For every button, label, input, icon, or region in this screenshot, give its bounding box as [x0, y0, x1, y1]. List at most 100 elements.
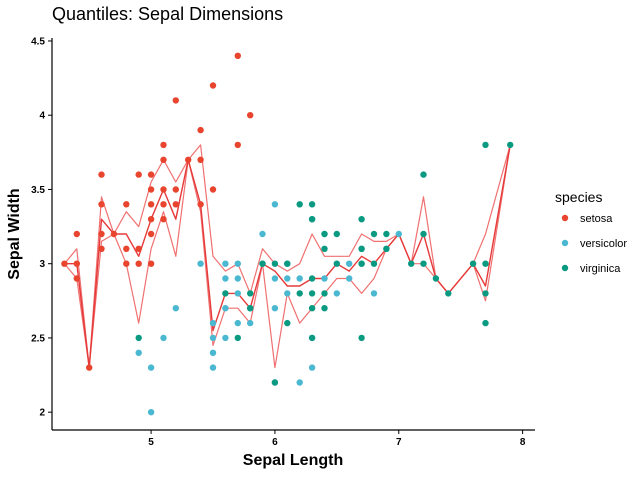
versicolor-point — [222, 260, 229, 267]
legend-label-virginica: virginica — [580, 263, 621, 275]
setosa-point — [147, 260, 155, 267]
setosa-point — [86, 364, 93, 371]
virginica-point — [321, 245, 328, 252]
y-tick-label: 2 — [39, 408, 45, 419]
legend-label-versicolor: versicolor — [580, 238, 627, 250]
versicolor-point — [271, 275, 279, 282]
versicolor-point — [209, 334, 217, 342]
versicolor-point — [234, 319, 241, 327]
versicolor-point — [209, 349, 217, 356]
y-ticks: 2 2.5 3 3.5 4 4.5 — [31, 36, 52, 419]
y-tick-label: 4.5 — [31, 36, 45, 47]
setosa-point — [98, 201, 105, 208]
axes — [51, 38, 535, 431]
setosa-point — [160, 186, 167, 193]
chart-title: Quantiles: Sepal Dimensions — [52, 4, 283, 24]
virginica-point — [308, 275, 316, 282]
x-tick-label: 5 — [148, 437, 154, 448]
virginica-point — [308, 201, 316, 208]
legend: species setosa versicolor virginica — [555, 189, 627, 275]
virginica-point — [284, 260, 291, 267]
setosa-point — [172, 201, 179, 208]
versicolor-point — [222, 305, 229, 312]
virginica-point — [383, 245, 390, 252]
virginica-point — [135, 334, 142, 342]
virginica-point — [358, 245, 365, 252]
y-tick-label: 3 — [39, 259, 45, 270]
setosa-point — [197, 156, 204, 163]
virginica-point — [383, 230, 390, 238]
setosa-point — [247, 112, 254, 119]
x-ticks: 5 6 7 8 — [148, 430, 526, 448]
versicolor-point — [222, 275, 229, 282]
setosa-point — [160, 156, 167, 163]
versicolor-point — [346, 260, 353, 267]
versicolor-point — [172, 305, 179, 312]
virginica-point — [358, 216, 365, 223]
setosa-point — [123, 260, 130, 267]
virginica-point — [296, 290, 303, 297]
x-tick-label: 8 — [520, 437, 526, 448]
legend-key-setosa — [561, 214, 569, 222]
setosa-point — [147, 230, 155, 238]
versicolor-point — [147, 409, 155, 416]
virginica-point — [321, 230, 328, 238]
versicolor-point — [147, 364, 155, 371]
legend-key-virginica — [561, 264, 569, 272]
virginica-point — [321, 305, 328, 312]
versicolor-point — [321, 275, 328, 282]
virginica-point — [482, 141, 489, 149]
setosa-point — [98, 245, 105, 252]
setosa-point — [147, 201, 155, 208]
virginica-point — [482, 290, 489, 297]
setosa-point — [147, 186, 155, 193]
quantile-lines — [63, 144, 511, 369]
versicolor-point — [346, 275, 353, 282]
setosa-point — [160, 216, 167, 223]
versicolor-point — [308, 364, 316, 371]
versicolor-point — [259, 230, 266, 238]
setosa-point — [160, 141, 167, 149]
virginica-point — [482, 260, 489, 267]
x-axis-title: Sepal Length — [243, 452, 343, 469]
virginica-point — [507, 141, 514, 149]
setosa-point — [172, 97, 179, 104]
quantile-lower-line — [63, 144, 511, 369]
setosa-point — [197, 126, 204, 134]
versicolor-point — [395, 230, 402, 238]
x-tick-label: 6 — [272, 437, 278, 448]
setosa-point — [123, 201, 130, 208]
virginica-point — [420, 171, 427, 178]
virginica-point — [370, 260, 378, 267]
setosa-point — [61, 260, 68, 267]
setosa-point — [172, 186, 179, 193]
virginica-point — [271, 379, 279, 386]
virginica-point — [469, 260, 477, 267]
versicolor-point — [247, 319, 254, 327]
versicolor-point — [234, 275, 241, 282]
virginica-point — [420, 260, 427, 267]
setosa-point — [135, 260, 142, 267]
setosa-point — [197, 201, 204, 208]
versicolor-point — [271, 305, 279, 312]
setosa-point — [209, 82, 217, 89]
virginica-point — [445, 290, 452, 297]
versicolor-point — [296, 275, 303, 282]
virginica-point — [482, 319, 489, 327]
setosa-point — [98, 171, 105, 178]
versicolor-point — [296, 379, 303, 386]
y-tick-label: 4 — [39, 111, 45, 122]
virginica-point — [321, 290, 328, 297]
versicolor-point — [197, 260, 204, 267]
versicolor-point — [209, 319, 217, 327]
virginica-point — [308, 334, 316, 342]
versicolor-point — [135, 349, 142, 356]
versicolor-point — [333, 290, 340, 297]
virginica-point — [358, 260, 365, 267]
versicolor-point — [370, 290, 378, 297]
virginica-point — [222, 290, 229, 297]
y-axis-title: Sepal Width — [6, 188, 23, 279]
virginica-point — [408, 260, 415, 267]
legend-label-setosa: setosa — [580, 213, 613, 225]
